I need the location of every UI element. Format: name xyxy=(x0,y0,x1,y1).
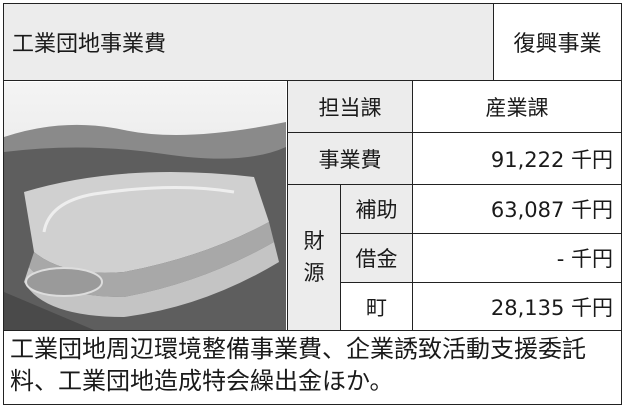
value-cell: 91,222 千円 xyxy=(412,132,622,185)
label-cell: 事業費 xyxy=(287,132,413,185)
funding-label: 財源 xyxy=(287,184,341,331)
label-cell: 借金 xyxy=(340,233,413,283)
funding-label-text: 財源 xyxy=(304,226,325,289)
note: 工業団地周辺環境整備事業費、企業誘致活動支援委託料、工業団地造成特会繰出金ほか。 xyxy=(3,330,622,405)
page: 工業団地事業費 復興事業 担当課 産業課 事業費 91,222 千円 財源 補助… xyxy=(0,0,625,408)
header-tag: 復興事業 xyxy=(493,3,622,81)
label-cell: 補助 xyxy=(340,184,413,234)
value-cell: 産業課 xyxy=(412,80,622,133)
value-cell: 28,135 千円 xyxy=(412,282,622,331)
value-cell: - 千円 xyxy=(412,233,622,283)
label-cell: 町 xyxy=(340,282,413,331)
photo xyxy=(3,80,288,331)
value-cell: 63,087 千円 xyxy=(412,184,622,234)
label-cell: 担当課 xyxy=(287,80,413,133)
header-title: 工業団地事業費 xyxy=(3,3,494,81)
photo-image xyxy=(4,82,286,330)
